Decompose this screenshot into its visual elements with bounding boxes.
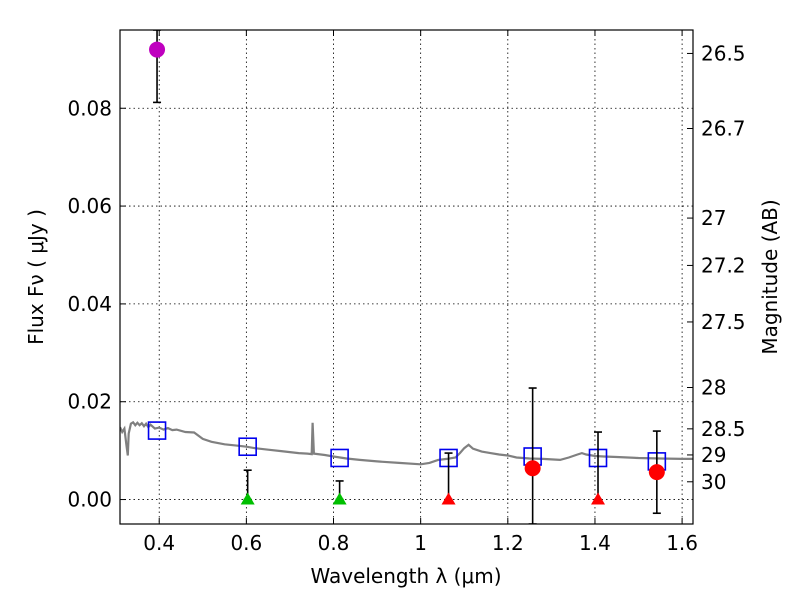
upper-limit-triangle [240,492,255,505]
plot-area [120,30,693,524]
model-photometry-square [238,437,257,457]
detection-point [648,464,665,481]
upper-limit-triangle [441,492,456,505]
detection-point [149,41,166,58]
x-tick-label: 1.6 [666,531,698,555]
upper-limit-triangle [332,492,347,505]
model-photometry-square [147,421,167,440]
x-tick-label: 1.2 [492,531,524,555]
magnitude-tick-label: 27 [701,206,726,230]
y-axis-label: Flux Fν ( μJy ) [24,209,48,345]
magnitude-tick-label: 30 [701,470,726,494]
plot-frame [119,29,694,525]
x-tick-label: 0.4 [143,531,175,555]
y-tick-label: 0.02 [67,390,112,414]
detection-point [524,460,541,477]
model-photometry-square [330,448,349,468]
sed-model-line [120,420,693,466]
magnitude-axis-label: Magnitude (AB) [758,199,782,354]
x-tick-label: 0.6 [230,531,262,555]
magnitude-tick-label: 29 [701,443,726,467]
x-tick-label: 1 [414,531,427,555]
y-tick-label: 0.08 [67,96,112,120]
x-tick-label: 0.8 [318,531,350,555]
upper-limit-triangle [591,492,606,505]
axis-ticks: 0.4 0.6 0.8 1 1.2 1.4 1.6 0.00 0.02 0.04 0.06 0.08 2… [67,30,746,555]
magnitude-tick-label: 26.7 [701,116,746,140]
y-tick-label: 0.04 [67,292,112,316]
magnitude-tick-label: 27.5 [701,310,746,334]
y-tick-label: 0.00 [67,488,112,512]
x-tick-label: 1.4 [579,531,611,555]
grid [120,30,693,524]
magnitude-tick-label: 26.5 [701,41,746,65]
magnitude-tick-label: 27.2 [701,253,746,277]
magnitude-tick-label: 28 [701,375,726,399]
y-tick-label: 0.06 [67,194,112,218]
x-axis-label: Wavelength λ (μm) [310,564,501,588]
magnitude-tick-label: 28.5 [701,417,746,441]
